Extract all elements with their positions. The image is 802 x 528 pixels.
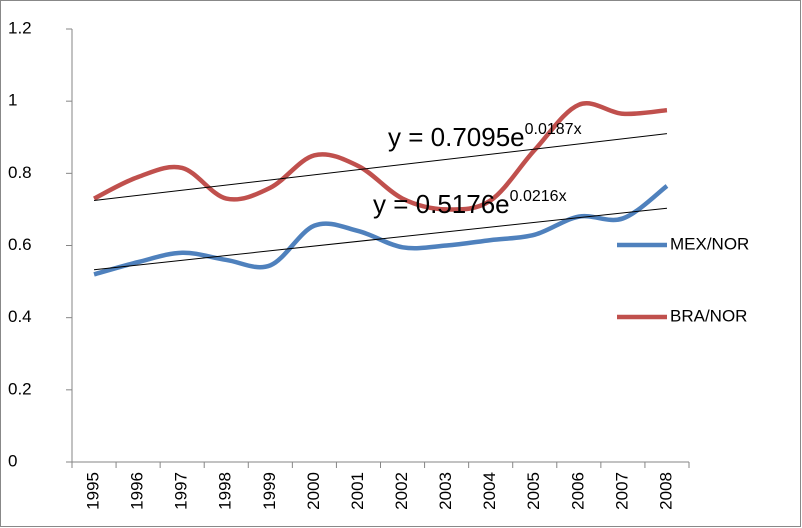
trendline — [93, 133, 668, 201]
trendline-equation: y = 0.5176e0.0216x — [373, 188, 567, 219]
x-tick-label: 1998 — [216, 472, 235, 510]
y-tick-label: 1 — [8, 91, 17, 110]
equation-exponent: 0.0187x — [525, 121, 582, 138]
y-tick-label: 0 — [8, 451, 17, 470]
y-tick-label: 0.2 — [8, 379, 32, 398]
x-tick-label: 2003 — [436, 472, 455, 510]
y-tick-label: 0.6 — [8, 235, 32, 254]
x-tick-label: 1996 — [128, 472, 147, 510]
equation-base: y = 0.7095e — [388, 122, 525, 152]
series-line — [93, 184, 669, 277]
x-tick-label: 2002 — [392, 472, 411, 510]
trendline-equation: y = 0.7095e0.0187x — [388, 121, 582, 152]
x-tick-label: 2001 — [348, 472, 367, 510]
equation-base: y = 0.5176e — [373, 189, 510, 219]
legend-label: BRA/NOR — [670, 306, 747, 325]
x-tick-label: 2000 — [304, 472, 323, 510]
x-tick-label: 2004 — [480, 472, 499, 510]
legend-label: MEX/NOR — [670, 234, 749, 253]
series-line — [93, 101, 668, 212]
y-tick-label: 1.2 — [8, 18, 32, 37]
x-tick-label: 2007 — [612, 472, 631, 510]
y-tick-label: 0.8 — [8, 163, 32, 182]
x-tick-label: 2008 — [656, 472, 675, 510]
x-tick-label: 1995 — [84, 472, 103, 510]
x-tick-label: 2005 — [524, 472, 543, 510]
x-tick-label: 2006 — [568, 472, 587, 510]
equation-exponent: 0.0216x — [510, 188, 567, 205]
trendline — [93, 207, 668, 271]
x-tick-label: 1997 — [172, 472, 191, 510]
x-tick-label: 1999 — [260, 472, 279, 510]
y-tick-label: 0.4 — [8, 307, 32, 326]
